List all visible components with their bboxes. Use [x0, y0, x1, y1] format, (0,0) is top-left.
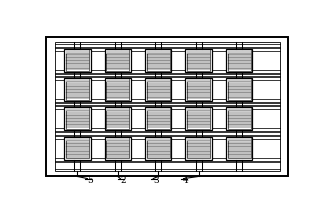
Bar — [145, 78, 171, 101]
Bar — [185, 49, 212, 72]
Bar — [106, 138, 129, 158]
Bar — [105, 78, 131, 101]
Bar — [228, 51, 251, 71]
Bar — [66, 51, 89, 54]
Bar — [187, 80, 210, 100]
Bar — [187, 108, 210, 111]
Bar — [106, 51, 129, 71]
Bar — [147, 108, 170, 129]
Bar — [64, 137, 91, 160]
Bar — [228, 138, 251, 158]
Bar — [147, 51, 170, 54]
Bar — [228, 108, 251, 129]
Bar — [187, 138, 210, 158]
Bar — [147, 138, 170, 141]
Bar — [228, 108, 251, 111]
Bar — [187, 51, 210, 54]
Bar — [66, 80, 89, 83]
Bar — [226, 137, 252, 160]
Bar — [228, 138, 251, 141]
Bar — [147, 51, 170, 71]
Bar — [66, 138, 89, 158]
Bar — [226, 49, 252, 72]
Bar — [187, 108, 210, 129]
Bar — [147, 80, 170, 83]
Bar — [55, 42, 279, 171]
Text: 3: 3 — [153, 177, 158, 185]
Bar — [106, 108, 129, 111]
Bar — [64, 78, 91, 101]
Bar — [185, 78, 212, 101]
Text: 5: 5 — [87, 177, 93, 185]
Text: 4: 4 — [183, 177, 189, 185]
Bar — [66, 51, 89, 71]
Bar — [228, 80, 251, 100]
Bar — [228, 80, 251, 83]
Bar — [64, 49, 91, 72]
Bar — [66, 80, 89, 100]
Text: 2: 2 — [120, 177, 126, 185]
Bar — [226, 78, 252, 101]
Bar — [66, 108, 89, 129]
Bar — [145, 49, 171, 72]
Bar — [66, 108, 89, 111]
Bar — [105, 107, 131, 130]
Bar — [185, 137, 212, 160]
Bar — [147, 138, 170, 158]
Bar — [66, 138, 89, 141]
Bar — [228, 51, 251, 54]
Bar — [187, 51, 210, 71]
Bar — [106, 51, 129, 54]
Bar — [64, 107, 91, 130]
Bar — [106, 80, 129, 83]
Bar — [145, 107, 171, 130]
Bar — [187, 138, 210, 141]
Bar — [145, 137, 171, 160]
Bar — [106, 138, 129, 141]
Bar — [147, 80, 170, 100]
Bar — [185, 107, 212, 130]
Bar — [105, 49, 131, 72]
Bar — [226, 107, 252, 130]
Bar — [46, 37, 288, 176]
Bar — [187, 80, 210, 83]
Bar — [147, 108, 170, 111]
Bar — [105, 137, 131, 160]
Bar — [106, 108, 129, 129]
Bar — [106, 80, 129, 100]
